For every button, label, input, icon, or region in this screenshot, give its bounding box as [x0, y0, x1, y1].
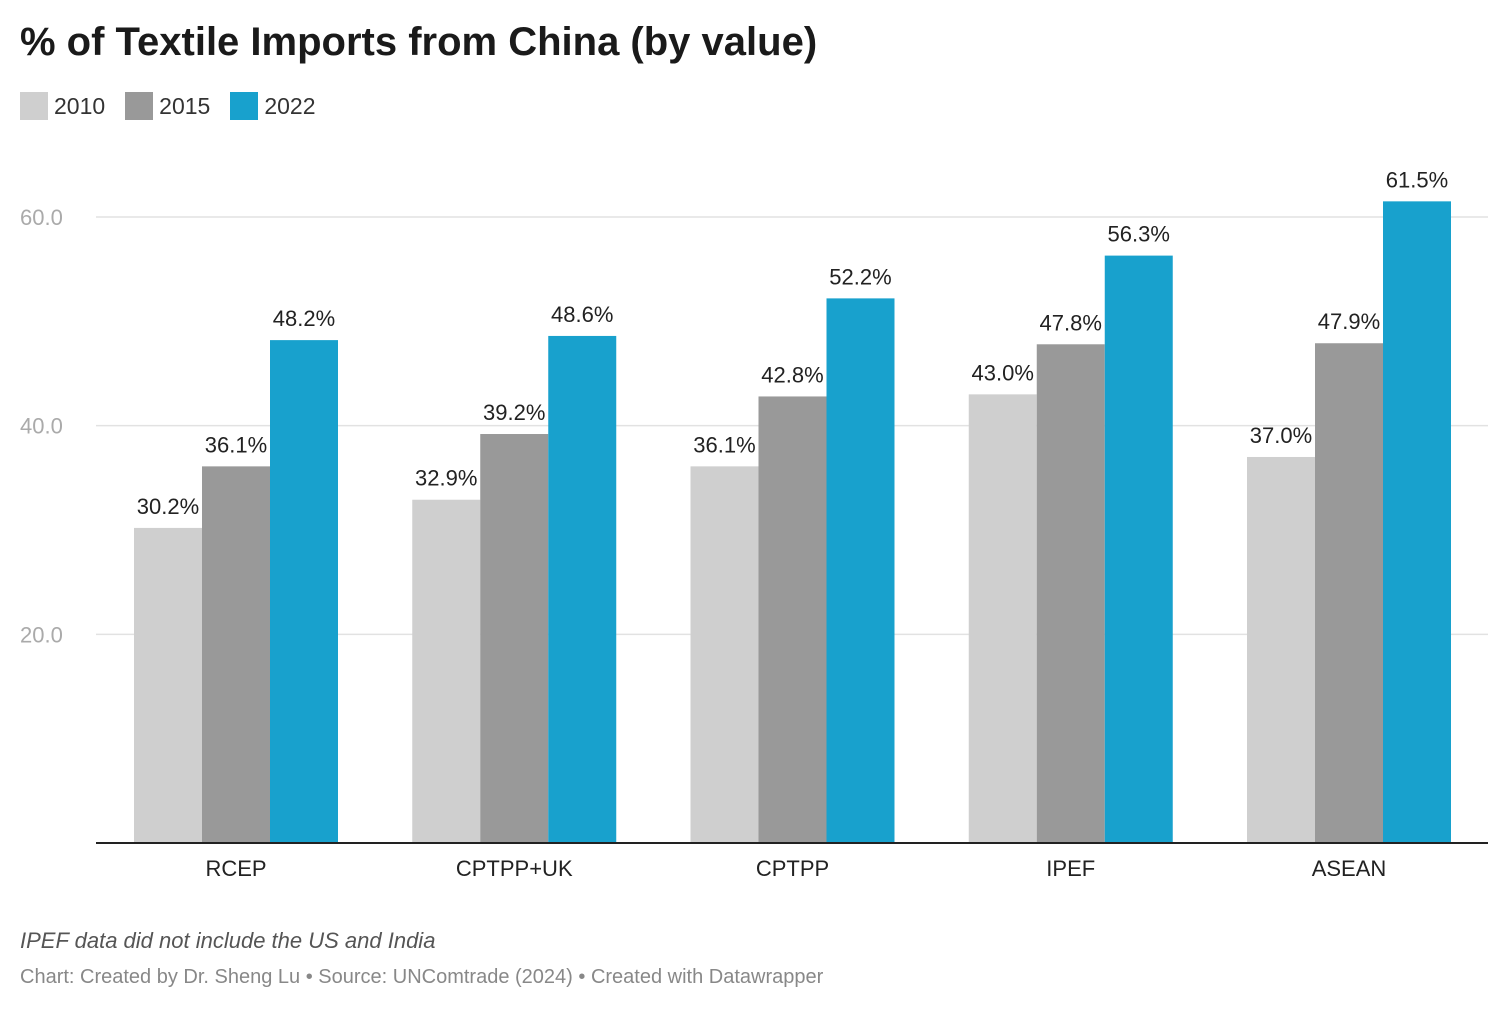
chart-title: % of Textile Imports from China (by valu…	[20, 20, 818, 64]
legend-item-2015: 2015	[125, 92, 210, 120]
data-label: 56.3%	[1108, 222, 1170, 247]
legend-label: 2022	[264, 92, 316, 119]
bar-2015	[758, 396, 827, 843]
bar-2010	[690, 466, 759, 843]
data-label: 48.6%	[551, 302, 613, 327]
bar-2015	[202, 466, 270, 843]
bar-2022	[1104, 255, 1173, 843]
x-tick-label: CPTPP+UK	[456, 856, 573, 881]
data-label: 48.2%	[273, 306, 335, 331]
data-label: 47.8%	[1040, 310, 1102, 335]
y-tick-label: 60.0	[20, 205, 63, 230]
data-label: 37.0%	[1250, 423, 1312, 448]
data-label: 42.8%	[761, 362, 823, 387]
data-label: 43.0%	[972, 360, 1034, 385]
chart-note: IPEF data did not include the US and Ind…	[20, 928, 436, 953]
data-label: 36.1%	[693, 432, 755, 457]
x-tick-label: RCEP	[205, 856, 266, 881]
data-label: 36.1%	[205, 432, 267, 457]
bar-2015	[480, 434, 549, 843]
data-label: 32.9%	[415, 466, 477, 491]
x-tick-label: ASEAN	[1312, 856, 1387, 881]
bar-2010	[1247, 456, 1315, 843]
bar-2015	[1036, 344, 1105, 843]
bar-2010	[968, 394, 1037, 843]
legend-swatch	[125, 92, 154, 120]
legend-swatch	[230, 92, 259, 120]
bar-2010	[134, 527, 202, 843]
bar-2022	[548, 335, 617, 843]
data-label: 47.9%	[1318, 309, 1380, 334]
data-label: 52.2%	[829, 264, 891, 289]
x-tick-label: IPEF	[1046, 856, 1095, 881]
data-label: 30.2%	[137, 494, 199, 519]
bar-2022	[826, 298, 895, 843]
legend-label: 2015	[159, 92, 211, 119]
chart-source: Chart: Created by Dr. Sheng Lu • Source:…	[20, 966, 824, 988]
y-tick-label: 20.0	[20, 622, 63, 647]
legend: 2010 2015 2022	[20, 92, 316, 120]
bar-2022	[1383, 201, 1451, 844]
bar-2022	[270, 340, 338, 843]
legend-item-2010: 2010	[20, 92, 105, 120]
legend-label: 2010	[54, 92, 106, 119]
data-label: 61.5%	[1386, 167, 1448, 192]
bar-2010	[412, 499, 481, 843]
y-tick-label: 40.0	[20, 414, 63, 439]
bar-2015	[1315, 343, 1383, 843]
x-tick-label: CPTPP	[756, 856, 829, 881]
legend-swatch	[20, 92, 48, 120]
data-label: 39.2%	[483, 400, 545, 425]
legend-item-2022: 2022	[230, 92, 316, 120]
